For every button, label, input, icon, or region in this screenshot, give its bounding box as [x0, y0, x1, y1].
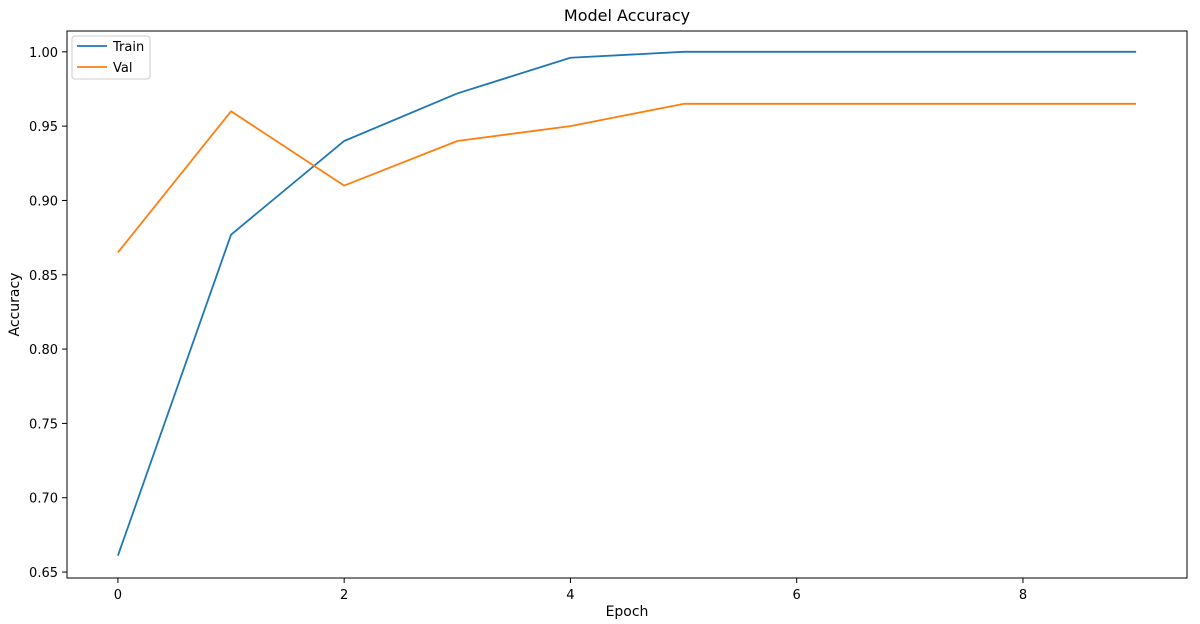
y-axis-label: Accuracy [7, 273, 23, 337]
y-tick-label: 0.85 [29, 269, 58, 284]
x-tick-label: 8 [1019, 588, 1027, 603]
chart-title: Model Accuracy [564, 6, 690, 25]
legend: Train Val [71, 35, 151, 80]
x-tick-label: 2 [340, 588, 348, 603]
series-line-train [117, 50, 1137, 556]
x-axis-label: Epoch [606, 604, 649, 620]
series-line-val [117, 102, 1137, 254]
x-tick-label: 0 [114, 588, 122, 603]
legend-label-val: Val [113, 61, 132, 76]
x-tick-label: 4 [566, 588, 574, 603]
y-tick-label: 0.90 [29, 194, 58, 209]
y-tick-label: 0.70 [29, 492, 58, 507]
y-tick-label: 0.65 [29, 566, 58, 581]
legend-label-train: Train [112, 40, 144, 55]
y-tick-label: 0.80 [29, 343, 58, 358]
x-axis: 0 2 4 6 8 [114, 578, 1027, 603]
y-tick-label: 0.95 [29, 120, 58, 135]
plot-frame [66, 30, 1188, 579]
y-axis: 0.65 0.70 0.75 0.80 0.85 0.90 0.95 1.00 [29, 46, 67, 581]
y-tick-label: 0.75 [29, 417, 58, 432]
series-layer [117, 50, 1137, 556]
y-tick-label: 1.00 [29, 46, 58, 61]
x-tick-label: 6 [793, 588, 801, 603]
